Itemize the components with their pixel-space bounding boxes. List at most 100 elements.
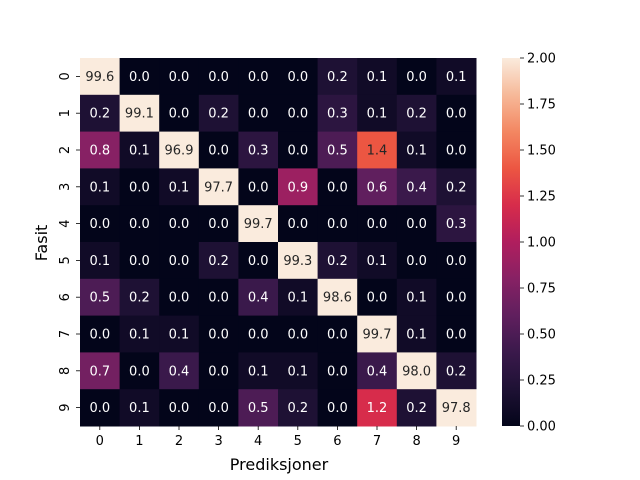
cell-value-label: 0.1 bbox=[169, 328, 190, 343]
cell-value-label: 0.0 bbox=[327, 401, 348, 416]
heatmap-cell bbox=[436, 242, 477, 280]
heatmap-cell bbox=[357, 315, 398, 353]
heatmap-cell bbox=[238, 278, 279, 317]
cell-value-label: 0.2 bbox=[89, 107, 110, 122]
heatmap-cell bbox=[357, 352, 398, 390]
heatmap-cell bbox=[278, 278, 319, 317]
heatmap-cell bbox=[396, 352, 437, 390]
heatmap-cell bbox=[159, 205, 200, 243]
y-tick-label: 0 bbox=[58, 72, 73, 80]
cell-value-label: 97.7 bbox=[204, 180, 233, 195]
heatmap-cell bbox=[198, 168, 239, 206]
cell-value-label: 99.7 bbox=[244, 217, 273, 232]
x-tick-label: 1 bbox=[135, 434, 143, 449]
heatmap-cell bbox=[396, 168, 437, 206]
heatmap-cell bbox=[396, 278, 437, 317]
cell-value-label: 0.0 bbox=[406, 217, 427, 232]
heatmap-cell bbox=[436, 315, 477, 353]
cell-value-label: 0.0 bbox=[208, 70, 229, 85]
heatmap-cell bbox=[80, 352, 121, 390]
heatmap-cell bbox=[278, 94, 319, 133]
heatmap-cell bbox=[317, 315, 358, 353]
heatmap-cell bbox=[119, 278, 160, 317]
heatmap-cell bbox=[238, 315, 279, 353]
cell-value-label: 0.0 bbox=[367, 217, 388, 232]
cell-value-label: 0.2 bbox=[327, 254, 348, 269]
heatmap-cell bbox=[238, 58, 279, 96]
cell-value-label: 0.0 bbox=[406, 70, 427, 85]
heatmap-cell bbox=[317, 58, 358, 96]
cell-value-label: 96.9 bbox=[165, 144, 194, 159]
cell-value-label: 0.1 bbox=[367, 254, 388, 269]
cell-value-label: 0.0 bbox=[248, 70, 269, 85]
cell-value-label: 0.0 bbox=[208, 144, 229, 159]
colorbar-tick-label: 1.00 bbox=[527, 236, 556, 251]
cell-value-label: 0.1 bbox=[89, 254, 110, 269]
cell-value-label: 0.1 bbox=[129, 144, 150, 159]
cell-value-label: 0.1 bbox=[406, 291, 427, 306]
y-tick-label: 6 bbox=[58, 293, 73, 301]
heatmap-cell bbox=[80, 389, 121, 427]
cell-value-label: 99.7 bbox=[363, 328, 392, 343]
cell-value-label: 0.0 bbox=[446, 254, 467, 269]
heatmap-cell bbox=[198, 352, 239, 390]
cell-value-label: 0.1 bbox=[129, 328, 150, 343]
cell-value-label: 0.1 bbox=[367, 70, 388, 85]
heatmap-cell bbox=[119, 315, 160, 353]
cell-value-label: 0.0 bbox=[89, 217, 110, 232]
cell-value-label: 0.2 bbox=[129, 291, 150, 306]
cell-value-label: 98.6 bbox=[323, 291, 352, 306]
cell-value-label: 0.1 bbox=[89, 180, 110, 195]
heatmap-cell bbox=[198, 315, 239, 353]
cell-value-label: 0.1 bbox=[287, 291, 308, 306]
heatmap-cell bbox=[119, 58, 160, 96]
heatmap-cell bbox=[198, 131, 239, 169]
cell-value-label: 0.0 bbox=[169, 107, 190, 122]
colorbar-tick-label: 0.25 bbox=[527, 374, 556, 389]
cell-value-label: 0.0 bbox=[89, 401, 110, 416]
heatmap-cell bbox=[198, 278, 239, 317]
cell-value-label: 0.3 bbox=[248, 144, 269, 159]
cell-value-label: 0.0 bbox=[287, 217, 308, 232]
colorbar-gradient bbox=[502, 58, 520, 426]
heatmap-cell bbox=[278, 131, 319, 169]
cell-value-label: 0.7 bbox=[89, 364, 110, 379]
heatmap-cell bbox=[238, 205, 279, 243]
cell-value-label: 0.1 bbox=[446, 70, 467, 85]
heatmap-cell bbox=[278, 168, 319, 206]
heatmap-cell bbox=[317, 168, 358, 206]
heatmap-cell bbox=[357, 242, 398, 280]
heatmap-cell bbox=[436, 168, 477, 206]
colorbar-tick-label: 0.00 bbox=[527, 420, 556, 435]
cell-value-label: 0.2 bbox=[208, 107, 229, 122]
heatmap-cell bbox=[119, 352, 160, 390]
y-tick-label: 4 bbox=[58, 219, 73, 227]
heatmap-cell bbox=[357, 205, 398, 243]
cell-value-label: 0.0 bbox=[248, 328, 269, 343]
heatmap-cell bbox=[436, 278, 477, 317]
cell-value-label: 0.0 bbox=[287, 328, 308, 343]
y-axis-label: Fasit bbox=[32, 225, 51, 262]
cell-value-label: 0.0 bbox=[327, 217, 348, 232]
y-tick-label: 5 bbox=[58, 256, 73, 264]
cell-value-label: 0.8 bbox=[89, 144, 110, 159]
cell-value-label: 0.0 bbox=[446, 291, 467, 306]
cell-value-label: 0.1 bbox=[287, 364, 308, 379]
cell-value-label: 0.0 bbox=[287, 144, 308, 159]
x-tick-label: 5 bbox=[294, 434, 302, 449]
heatmap-cell bbox=[238, 168, 279, 206]
heatmap-cell bbox=[198, 205, 239, 243]
heatmap-cell bbox=[198, 389, 239, 427]
cell-value-label: 0.1 bbox=[406, 328, 427, 343]
cell-value-label: 99.1 bbox=[125, 107, 154, 122]
cell-value-label: 0.0 bbox=[169, 291, 190, 306]
heatmap-cell bbox=[159, 315, 200, 353]
cell-value-label: 0.0 bbox=[208, 364, 229, 379]
cell-value-label: 0.0 bbox=[208, 217, 229, 232]
heatmap-cell bbox=[278, 352, 319, 390]
heatmap-cell bbox=[80, 278, 121, 317]
heatmap-cell bbox=[159, 242, 200, 280]
cell-value-label: 0.0 bbox=[208, 291, 229, 306]
colorbar: 0.00 0.25 0.50 0.75 1.00 1.25 1.50 1.75 2.00 bbox=[502, 52, 556, 435]
cell-value-label: 0.2 bbox=[327, 70, 348, 85]
